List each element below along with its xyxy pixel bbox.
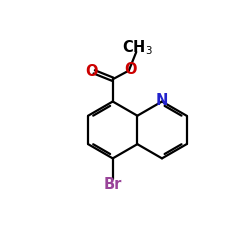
Text: CH$_3$: CH$_3$ [122,38,153,57]
Text: Br: Br [104,177,122,192]
Text: O: O [124,62,136,77]
Text: N: N [156,93,168,108]
Text: O: O [85,64,98,79]
